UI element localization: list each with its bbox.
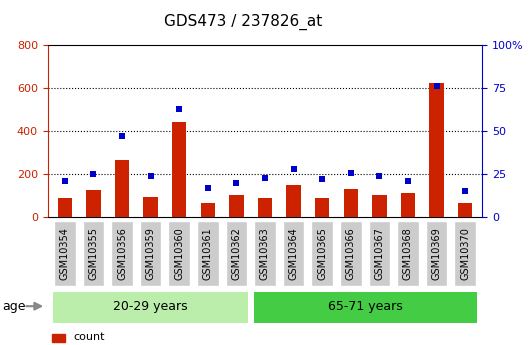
Text: count: count	[74, 332, 105, 342]
Point	[347, 170, 355, 175]
Bar	[86, 190, 101, 217]
Text: 65-71 years: 65-71 years	[328, 300, 402, 313]
Bar	[429, 82, 444, 217]
Text: GSM10361: GSM10361	[203, 227, 213, 280]
Text: GSM10360: GSM10360	[174, 227, 184, 280]
Text: GSM10355: GSM10355	[89, 227, 99, 280]
Point	[89, 171, 98, 177]
Bar	[315, 198, 329, 217]
Bar	[372, 195, 386, 217]
Bar	[229, 195, 244, 217]
FancyBboxPatch shape	[54, 292, 248, 323]
Bar	[201, 203, 215, 217]
Text: GSM10364: GSM10364	[289, 227, 298, 280]
Point	[146, 173, 155, 179]
Point	[175, 106, 183, 111]
FancyBboxPatch shape	[226, 221, 248, 286]
Point	[404, 178, 412, 184]
Text: GDS473 / 237826_at: GDS473 / 237826_at	[164, 14, 323, 30]
Text: GSM10365: GSM10365	[317, 227, 327, 280]
Text: GSM10354: GSM10354	[60, 227, 70, 280]
Bar	[115, 160, 129, 217]
Point	[204, 185, 212, 191]
Point	[289, 166, 298, 172]
Point	[318, 177, 326, 182]
Point	[118, 134, 126, 139]
FancyBboxPatch shape	[397, 221, 419, 286]
FancyBboxPatch shape	[169, 221, 190, 286]
FancyBboxPatch shape	[368, 221, 390, 286]
Text: GSM10356: GSM10356	[117, 227, 127, 280]
Bar	[401, 193, 415, 217]
FancyBboxPatch shape	[140, 221, 162, 286]
Bar	[286, 185, 301, 217]
Bar	[458, 203, 472, 217]
FancyBboxPatch shape	[111, 221, 133, 286]
Text: GSM10366: GSM10366	[346, 227, 356, 280]
Point	[461, 189, 470, 194]
Bar	[172, 122, 187, 217]
FancyBboxPatch shape	[454, 221, 476, 286]
FancyBboxPatch shape	[340, 221, 361, 286]
Bar	[343, 189, 358, 217]
Text: age: age	[3, 300, 26, 313]
Bar	[144, 197, 158, 217]
FancyBboxPatch shape	[83, 221, 104, 286]
Bar	[52, 334, 65, 342]
Text: GSM10363: GSM10363	[260, 227, 270, 280]
Text: GSM10367: GSM10367	[374, 227, 384, 280]
Bar	[58, 198, 72, 217]
FancyBboxPatch shape	[254, 221, 276, 286]
FancyBboxPatch shape	[282, 221, 304, 286]
Text: GSM10362: GSM10362	[232, 227, 241, 280]
Point	[432, 83, 441, 89]
Point	[375, 173, 384, 179]
FancyBboxPatch shape	[54, 221, 76, 286]
Text: GSM10368: GSM10368	[403, 227, 413, 280]
Text: GSM10359: GSM10359	[146, 227, 156, 280]
Text: GSM10370: GSM10370	[460, 227, 470, 280]
Text: GSM10369: GSM10369	[431, 227, 441, 280]
Text: 20-29 years: 20-29 years	[113, 300, 188, 313]
FancyBboxPatch shape	[253, 292, 476, 323]
FancyBboxPatch shape	[311, 221, 333, 286]
Point	[232, 180, 241, 186]
Point	[60, 178, 69, 184]
FancyBboxPatch shape	[426, 221, 447, 286]
FancyBboxPatch shape	[197, 221, 219, 286]
Point	[261, 175, 269, 180]
Bar	[258, 198, 272, 217]
